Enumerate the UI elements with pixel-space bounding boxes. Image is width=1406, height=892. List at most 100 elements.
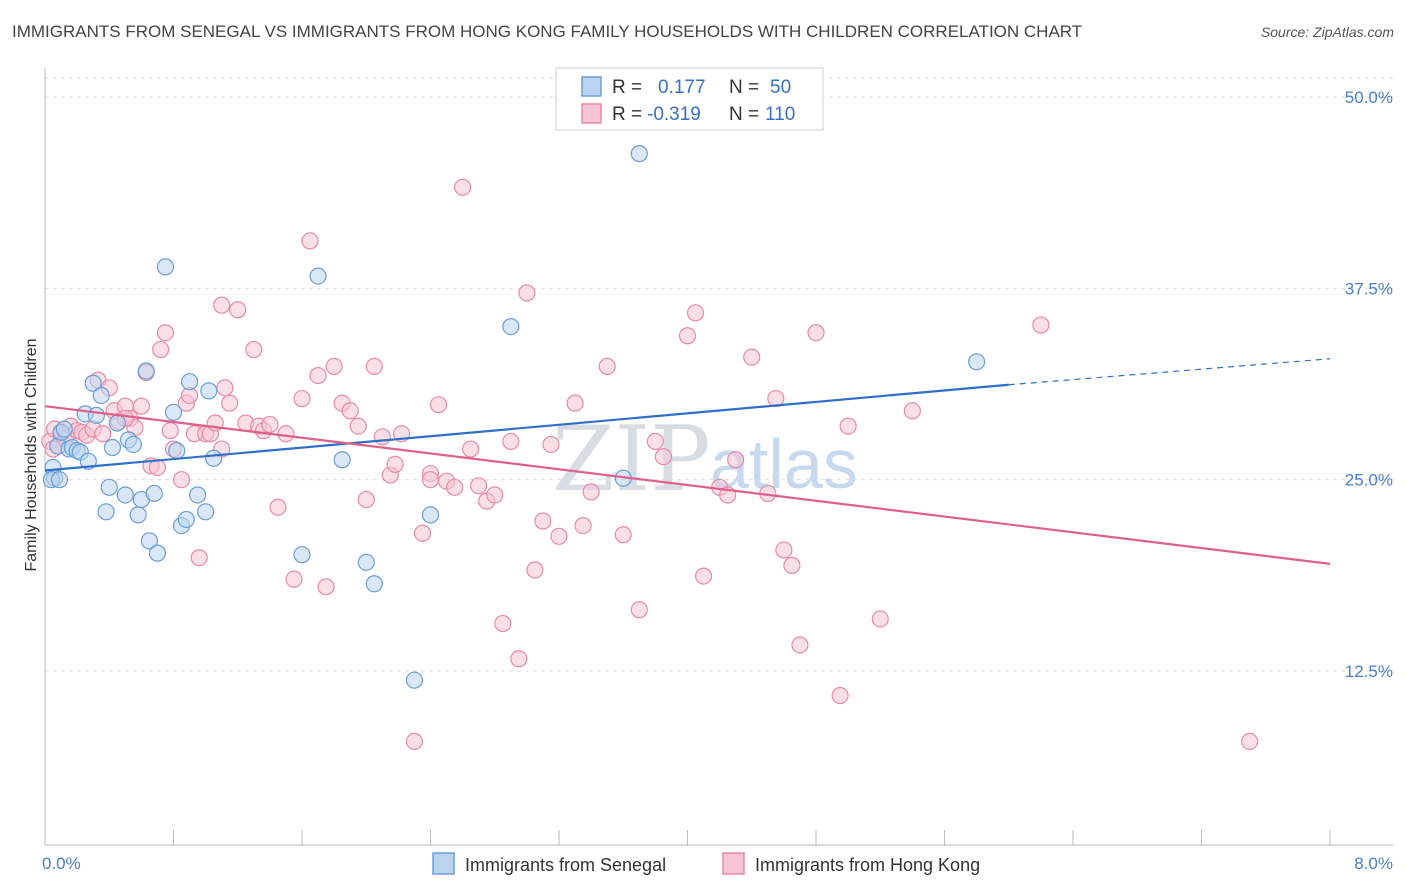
senegal-point [148, 544, 167, 562]
series-senegal-points [42, 145, 986, 689]
hongkong-point [462, 440, 480, 458]
legend-r-label: R = [612, 104, 642, 125]
senegal-point [309, 267, 327, 285]
y-tick-label: 12.5% [1345, 662, 1393, 681]
hongkong-point [413, 524, 432, 542]
hongkong-point [172, 471, 191, 489]
hongkong-point [534, 512, 552, 530]
hongkong-point [317, 578, 335, 596]
hongkong-point [494, 614, 512, 633]
senegal-point [137, 362, 155, 380]
hongkong-point [831, 686, 849, 705]
hongkong-point [454, 178, 472, 196]
senegal-point [293, 546, 311, 564]
legend-box: R = 0.177 N = 50 R = -0.319 N = 110 [555, 67, 824, 131]
y-tick-label: 37.5% [1345, 279, 1393, 298]
senegal-point [92, 386, 110, 405]
y-tick-label: 25.0% [1345, 471, 1393, 490]
hongkong-point [783, 556, 801, 574]
senegal-point [502, 318, 520, 336]
hongkong-point [213, 296, 231, 314]
senegal-point [100, 478, 118, 496]
hongkong-point [678, 327, 697, 345]
senegal-point [145, 484, 163, 503]
source-label: Source: ZipAtlas.com [1260, 24, 1394, 40]
bottom-legend-hongkong-swatch [722, 852, 745, 875]
hongkong-point [727, 451, 745, 469]
senegal-point [188, 486, 207, 504]
senegal-point [421, 506, 440, 524]
hongkong-point [161, 422, 179, 440]
hongkong-point [429, 396, 448, 414]
senegal-point [630, 145, 648, 163]
hongkong-point [518, 284, 536, 302]
senegal-point [405, 671, 424, 689]
hongkong-point [156, 324, 175, 342]
hongkong-point [285, 570, 303, 588]
senegal-point [87, 406, 106, 424]
x-tick-labels: 0.0% 8.0% [42, 854, 1393, 873]
hongkong-point [839, 417, 857, 435]
hongkong-point [190, 549, 208, 567]
hongkong-point [566, 394, 584, 412]
hongkong-point [301, 232, 319, 250]
senegal-point [140, 532, 159, 550]
senegal-point [357, 553, 375, 571]
hongkong-point [502, 432, 520, 450]
legend-r-value: -0.319 [647, 104, 701, 125]
hongkong-point [221, 394, 239, 412]
legend-r-label: R = [612, 77, 642, 98]
bottom-legend-senegal-label: Immigrants from Senegal [465, 855, 666, 875]
watermark-zip: ZIP [552, 407, 711, 512]
grid-lines [45, 77, 1393, 672]
senegal-point [50, 471, 69, 489]
hongkong-trend-line [44, 405, 1331, 565]
senegal-point [55, 420, 73, 438]
hongkong-point [94, 425, 112, 443]
hongkong-point [807, 324, 825, 342]
senegal-point [116, 486, 134, 504]
legend-senegal-swatch [581, 76, 602, 97]
senegal-point [108, 414, 126, 432]
legend-n-value: 110 [765, 104, 795, 125]
hongkong-point [871, 610, 889, 628]
legend-n-label: N = [729, 77, 759, 98]
hongkong-point [582, 483, 600, 501]
senegal-point [180, 373, 199, 391]
hongkong-point [421, 471, 440, 489]
senegal-point [129, 506, 147, 524]
hongkong-point [654, 448, 673, 466]
y-tick-label: 50.0% [1345, 88, 1393, 107]
hongkong-point [269, 498, 287, 516]
hongkong-point [1032, 316, 1050, 334]
senegal-point [177, 510, 195, 529]
hongkong-point [574, 516, 592, 535]
senegal-trend-line [44, 383, 1009, 472]
senegal-point [968, 353, 986, 371]
hongkong-point [694, 567, 713, 585]
senegal-point [197, 503, 215, 521]
senegal-point [156, 258, 175, 276]
legend-hongkong-swatch [581, 103, 602, 124]
hongkong-point [216, 379, 234, 397]
senegal-point [333, 451, 351, 469]
hongkong-point [405, 732, 424, 751]
hongkong-point [309, 366, 327, 385]
hongkong-point [152, 340, 170, 359]
hongkong-point [743, 348, 761, 366]
x-tick-label: 0.0% [42, 854, 81, 873]
hongkong-point [510, 650, 528, 668]
hongkong-point [775, 541, 793, 559]
y-tick-labels: 12.5% 25.0% 37.5% 50.0% [1345, 88, 1393, 681]
hongkong-point [445, 478, 464, 496]
senegal-point [97, 503, 115, 521]
hongkong-point [132, 397, 150, 415]
chart-title: IMMIGRANTS FROM SENEGAL VS IMMIGRANTS FR… [12, 22, 1083, 41]
senegal-point [200, 382, 218, 400]
x-tick-label: 8.0% [1354, 854, 1393, 873]
bottom-legend: Immigrants from Senegal Immigrants from … [432, 852, 980, 875]
hongkong-point [245, 340, 263, 359]
hongkong-point [903, 402, 921, 420]
senegal-point [164, 403, 183, 421]
